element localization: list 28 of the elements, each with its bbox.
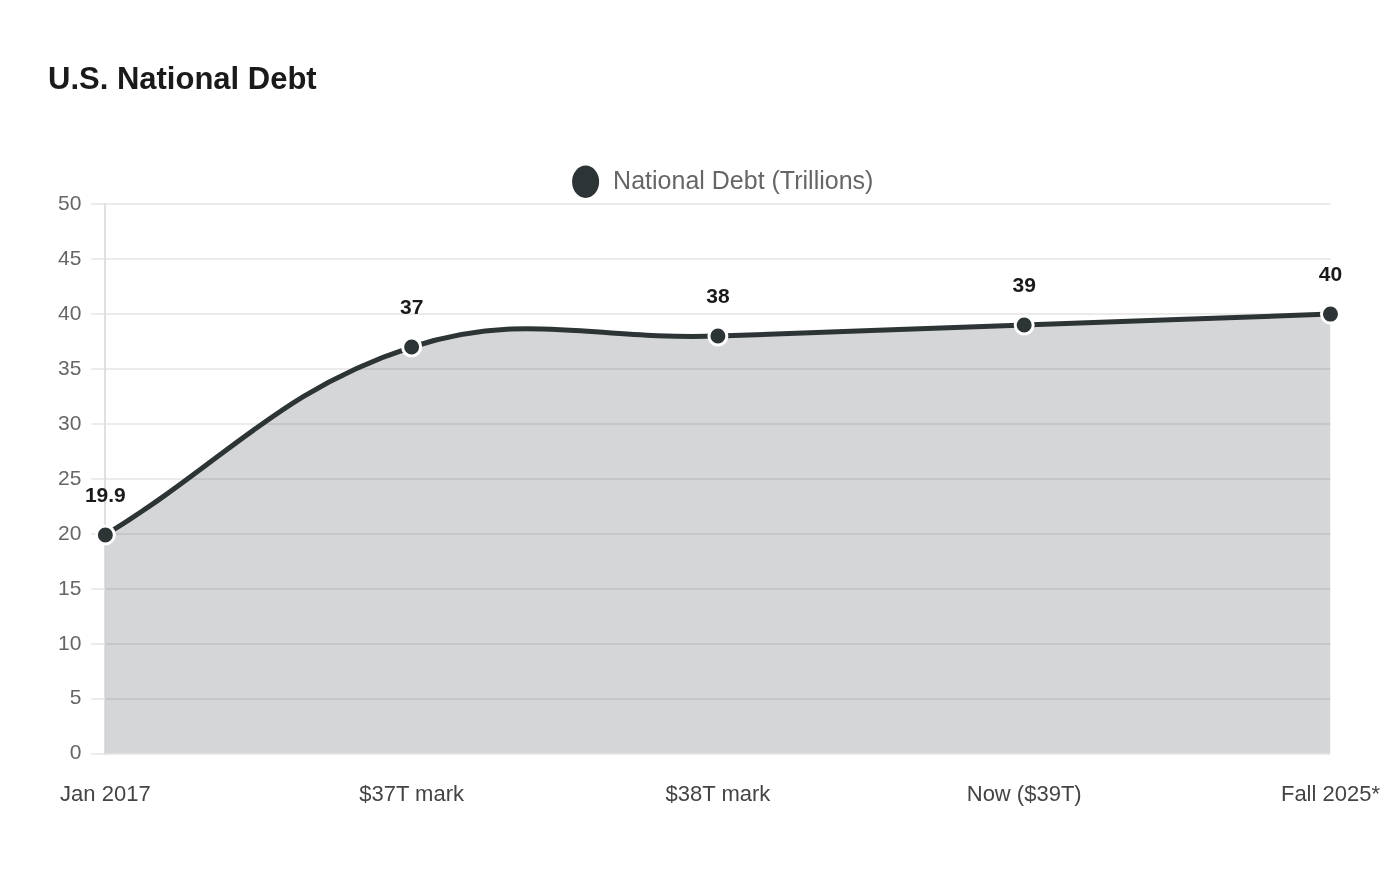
chart-title: U.S. National Debt — [48, 61, 317, 97]
data-label: 19.9 — [84, 482, 126, 506]
point — [707, 325, 729, 347]
x-tick-label: Now ($39T) — [966, 780, 1082, 806]
point — [1013, 314, 1035, 336]
legend-label: National Debt (Trillions) — [613, 165, 874, 194]
x-tick-label: $37T mark — [359, 780, 466, 806]
point — [1319, 303, 1341, 325]
y-tick-label: 0 — [69, 740, 82, 764]
data-label: 38 — [706, 283, 730, 307]
y-tick-label: 15 — [58, 575, 82, 599]
data-label: 40 — [1318, 261, 1343, 285]
data-label: 37 — [399, 294, 424, 318]
y-tick-label: 40 — [58, 300, 82, 324]
x-tick-label: Jan 2017 — [60, 780, 151, 806]
y-tick-label: 20 — [58, 520, 82, 544]
y-tick-label: 5 — [69, 685, 82, 709]
data-label: 39 — [1012, 272, 1036, 296]
y-tick-label: 30 — [58, 410, 82, 434]
x-tick-label: $38T mark — [665, 780, 772, 806]
point — [94, 524, 116, 546]
y-tick-label: 35 — [58, 355, 82, 379]
y-tick-label: 10 — [58, 630, 82, 654]
point — [401, 336, 423, 358]
y-tick-label: 25 — [58, 465, 82, 489]
y-tick-label: 45 — [58, 245, 82, 269]
x-tick-label: Fall 2025* — [1280, 780, 1381, 806]
y-tick-label: 50 — [58, 191, 82, 214]
